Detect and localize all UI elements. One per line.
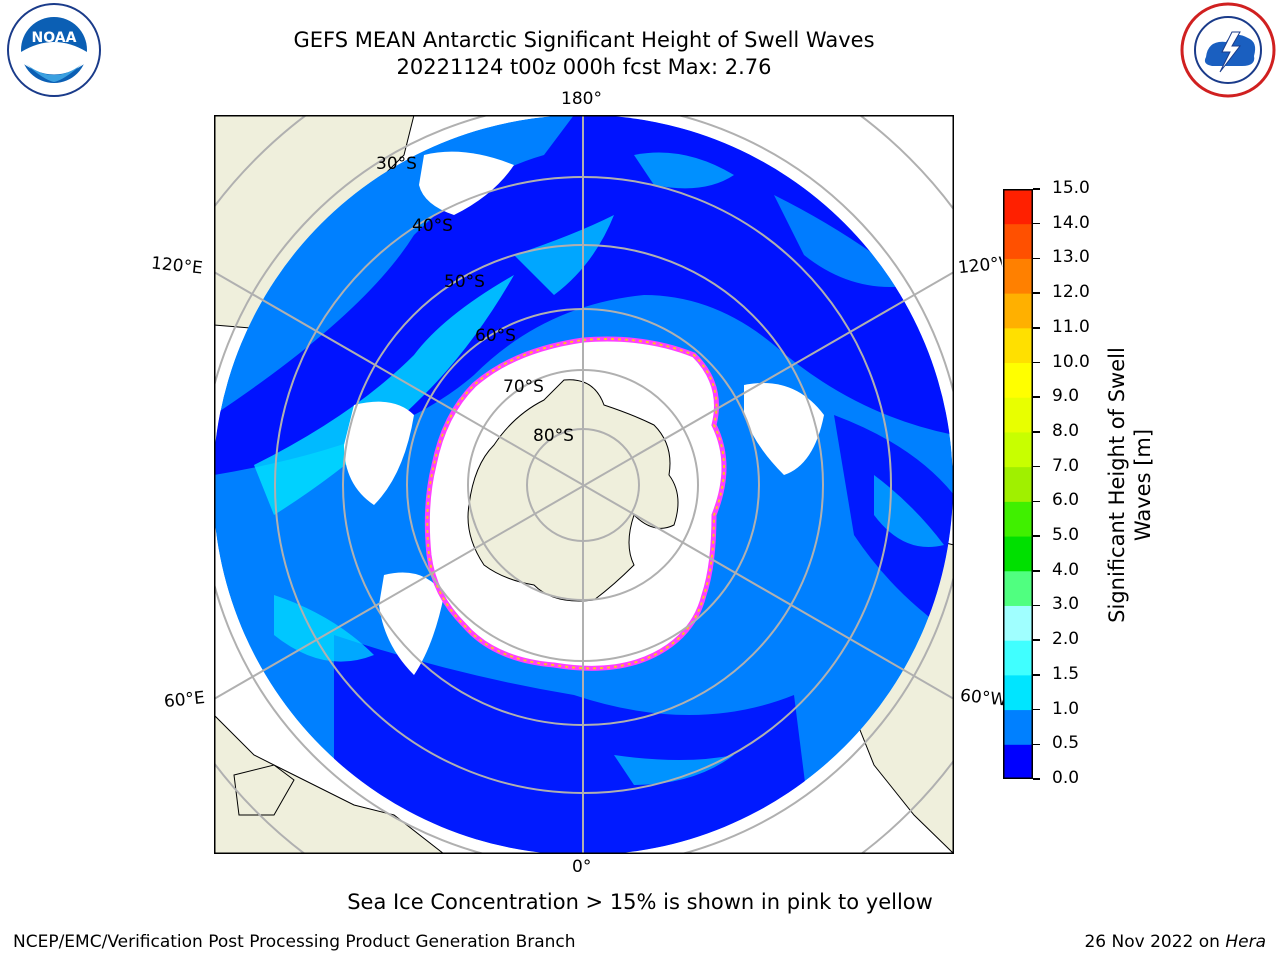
colorbar-segment	[1003, 466, 1033, 502]
colorbar-tick-label: 3.0	[1052, 594, 1080, 615]
lon-label-120w: 120°W	[957, 253, 1003, 279]
colorbar-tick	[1033, 778, 1040, 780]
colorbar-tick-label: 11.0	[1052, 316, 1090, 337]
colorbar-segment	[1003, 431, 1033, 468]
colorbar-segment	[1003, 397, 1033, 433]
colorbar-tick	[1033, 535, 1040, 537]
colorbar-tick-label: 13.0	[1052, 247, 1090, 268]
colorbar-tick-label: 1.5	[1052, 663, 1080, 684]
colorbar-segment	[1003, 640, 1033, 676]
colorbar-segment	[1003, 189, 1033, 225]
colorbar-label-line1: Significant Height of Swell	[1105, 347, 1129, 623]
colorbar-tick-label: 7.0	[1052, 455, 1080, 476]
colorbar-tick	[1033, 708, 1040, 711]
colorbar-segment	[1003, 362, 1033, 398]
colorbar-segment	[1003, 327, 1033, 364]
colorbar-label-line2: Waves [m]	[1131, 428, 1155, 542]
colorbar-tick	[1033, 361, 1040, 364]
svg-text:NOAA: NOAA	[32, 30, 77, 46]
lat-label-40s: 40°S	[412, 216, 453, 236]
colorbar-tick	[1033, 639, 1040, 641]
chart-title: GEFS MEAN Antarctic Significant Height o…	[293, 28, 875, 52]
colorbar	[1003, 189, 1033, 779]
colorbar-tick	[1033, 465, 1040, 468]
colorbar-segment	[1003, 744, 1033, 779]
lat-label-50s: 50°S	[444, 272, 485, 292]
footer-host: Hera	[1225, 932, 1266, 952]
colorbar-tick	[1033, 396, 1040, 398]
lat-label-70s: 70°S	[503, 377, 544, 397]
lat-label-80s: 80°S	[533, 426, 574, 446]
lon-label-60e: 60°E	[163, 687, 206, 713]
colorbar-segment	[1003, 258, 1033, 294]
colorbar-label: Significant Height of Swell Waves [m]	[1104, 325, 1156, 645]
colorbar-tick	[1033, 188, 1040, 190]
colorbar-segment	[1003, 293, 1033, 329]
footer-date-text: 26 Nov 2022 on	[1084, 932, 1226, 952]
lat-label-60s: 60°S	[475, 326, 516, 346]
colorbar-tick-label: 1.0	[1052, 698, 1080, 719]
colorbar-tick-label: 0.5	[1052, 733, 1080, 754]
colorbar-tick-label: 14.0	[1052, 212, 1090, 233]
colorbar-segment	[1003, 674, 1033, 711]
colorbar-tick	[1033, 500, 1040, 503]
colorbar-tick-label: 0.0	[1052, 768, 1080, 788]
lon-label-60w: 60°W	[959, 685, 1005, 711]
polar-map-svg: 30°S 40°S 50°S 60°S 70°S 80°S	[214, 115, 954, 854]
colorbar-tick-label: 4.0	[1052, 559, 1080, 580]
madagascar-land	[233, 764, 295, 816]
colorbar-segment	[1003, 536, 1033, 572]
chart-subtitle: 20221124 t00z 000h fcst Max: 2.76	[396, 55, 772, 79]
colorbar-tick-label: 8.0	[1052, 420, 1080, 441]
colorbar-segment	[1003, 501, 1033, 537]
colorbar-segment	[1003, 605, 1033, 641]
footer-credit: NCEP/EMC/Verification Post Processing Pr…	[13, 932, 576, 952]
africa-land	[214, 714, 445, 854]
colorbar-tick-label: 6.0	[1052, 490, 1080, 511]
lon-label-180: 180°	[561, 89, 602, 109]
colorbar-tick-label: 5.0	[1052, 525, 1080, 546]
polar-map: 30°S 40°S 50°S 60°S 70°S 80°S	[214, 115, 954, 854]
colorbar-segment	[1003, 709, 1033, 745]
lon-label-120e: 120°E	[150, 253, 204, 279]
nws-logo	[1180, 2, 1276, 98]
lon-label-0: 0°	[572, 857, 592, 877]
colorbar-tick	[1033, 292, 1040, 294]
colorbar-tick	[1033, 431, 1040, 433]
antarctica-land	[467, 379, 679, 602]
colorbar-tick-label: 12.0	[1052, 282, 1090, 303]
colorbar-tick-label: 2.0	[1052, 629, 1080, 650]
colorbar-tick	[1033, 743, 1040, 746]
colorbar-segment	[1003, 570, 1033, 606]
colorbar-segment	[1003, 223, 1033, 259]
colorbar-tick	[1033, 604, 1040, 607]
lat-label-30s: 30°S	[376, 154, 417, 174]
colorbar-tick-label: 15.0	[1052, 178, 1090, 198]
colorbar-tick	[1033, 570, 1040, 572]
colorbar-tick	[1033, 674, 1040, 676]
sea-ice-note: Sea Ice Concentration > 15% is shown in …	[347, 890, 933, 914]
colorbar-tick-label: 10.0	[1052, 351, 1090, 372]
colorbar-tick-label: 9.0	[1052, 386, 1080, 407]
colorbar-tick	[1033, 257, 1040, 260]
colorbar-tick	[1033, 222, 1040, 225]
footer-date: 26 Nov 2022 on Hera	[1084, 932, 1266, 952]
colorbar-tick	[1033, 327, 1040, 329]
noaa-logo: NOAA	[7, 3, 101, 97]
